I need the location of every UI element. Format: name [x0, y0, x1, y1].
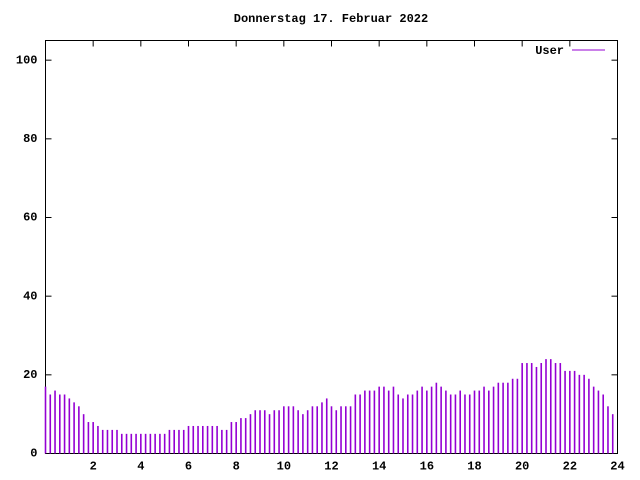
x-tick-label: 18	[467, 460, 481, 474]
x-tick-label: 14	[372, 460, 386, 474]
x-tick-label: 22	[563, 460, 577, 474]
y-tick-label: 40	[23, 289, 37, 303]
chart-title: Donnerstag 17. Februar 2022	[234, 12, 428, 26]
legend-label: User	[535, 44, 564, 58]
x-tick-label: 6	[185, 460, 192, 474]
y-tick-label: 0	[30, 447, 37, 461]
x-tick-label: 12	[324, 460, 338, 474]
x-tick-label: 16	[420, 460, 434, 474]
x-tick-label: 20	[515, 460, 529, 474]
x-tick-label: 8	[233, 460, 240, 474]
x-tick-label: 2	[90, 460, 97, 474]
x-tick-label: 4	[137, 460, 144, 474]
y-tick-label: 80	[23, 132, 37, 146]
x-tick-label: 10	[277, 460, 291, 474]
y-tick-label: 60	[23, 211, 37, 225]
y-tick-label: 100	[16, 53, 38, 67]
y-tick-label: 20	[23, 368, 37, 382]
x-tick-label: 24	[610, 460, 624, 474]
